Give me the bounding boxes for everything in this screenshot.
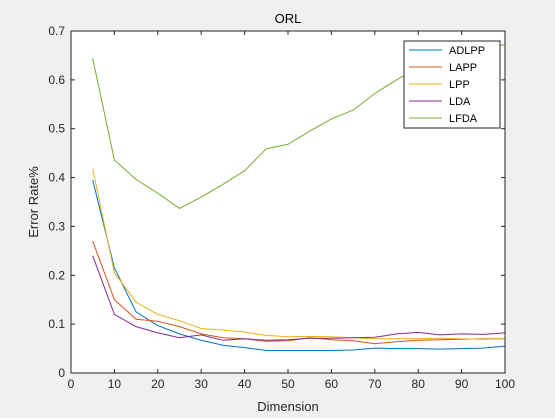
series-line-adlpp [92, 179, 506, 351]
y-tick-label: 0.1 [48, 317, 65, 331]
y-tick-label: 0 [58, 366, 65, 380]
x-tick-label: 90 [455, 377, 469, 391]
y-tick-label: 0.6 [48, 73, 65, 87]
chart-title: ORL [275, 11, 302, 26]
y-tick-label: 0.5 [48, 122, 65, 136]
legend: ADLPP LAPP LPP LDA LFDA [403, 40, 501, 129]
x-tick-label: 10 [108, 377, 122, 391]
x-tick-label: 0 [68, 377, 75, 391]
x-tick-label: 60 [325, 377, 339, 391]
series-layer [92, 44, 506, 351]
y-tick-label: 0.7 [48, 24, 65, 38]
legend-label-lda: LDA [449, 96, 471, 108]
series-line-lda [92, 255, 506, 341]
x-tick-label: 80 [412, 377, 426, 391]
x-tick-label: 70 [368, 377, 382, 391]
legend-label-lapp: LAPP [449, 62, 477, 74]
x-tick-label: 30 [195, 377, 209, 391]
x-tick-label: 100 [495, 377, 515, 391]
x-axis-title: Dimension [257, 399, 318, 414]
y-tick-label: 0.2 [48, 268, 65, 282]
legend-label-adlpp: ADLPP [449, 45, 485, 57]
y-axis-title: Error Rate% [26, 166, 41, 238]
legend-label-lfda: LFDA [449, 113, 478, 125]
x-tick-label: 20 [151, 377, 165, 391]
y-tick-label: 0.4 [48, 171, 65, 185]
legend-label-lpp: LPP [449, 79, 470, 91]
series-line-lpp [92, 168, 506, 340]
x-tick-label: 50 [281, 377, 295, 391]
y-tick-label: 0.3 [48, 219, 65, 233]
ticks-layer: 0 10 20 30 40 50 60 70 80 90 100 0 0.1 0.2 0.3 0.4 0.5 0.… [48, 24, 515, 391]
x-tick-label: 40 [238, 377, 252, 391]
